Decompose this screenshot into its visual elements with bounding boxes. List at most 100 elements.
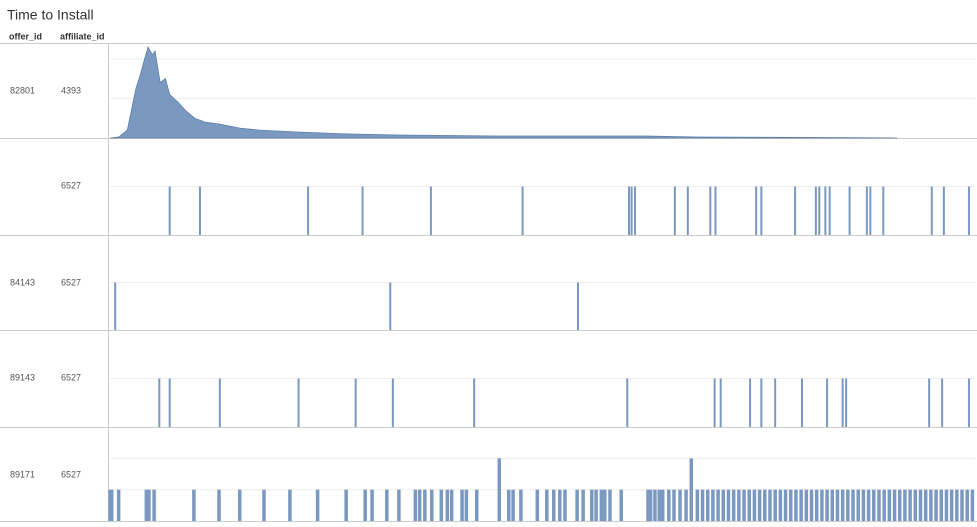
spike xyxy=(535,489,540,521)
spike xyxy=(116,489,121,521)
spike xyxy=(449,489,454,521)
spike xyxy=(413,489,418,521)
spike xyxy=(705,489,710,521)
spike xyxy=(689,458,694,521)
spike xyxy=(238,489,242,521)
header-offer: offer_id xyxy=(9,31,42,41)
spike xyxy=(460,489,464,521)
spike xyxy=(646,489,650,521)
spike xyxy=(856,489,860,521)
spike xyxy=(747,489,751,521)
spike xyxy=(430,489,434,521)
spike xyxy=(288,489,292,521)
spike xyxy=(970,489,975,521)
spike xyxy=(192,489,196,521)
spike xyxy=(840,489,845,521)
spike xyxy=(168,186,171,235)
spike xyxy=(370,489,374,521)
spike xyxy=(755,186,758,235)
spike xyxy=(391,378,394,427)
spike xyxy=(217,489,221,521)
spike xyxy=(818,186,821,235)
spike xyxy=(307,186,310,235)
spike xyxy=(882,489,886,521)
spike xyxy=(475,489,479,521)
spike xyxy=(967,378,970,427)
spike xyxy=(955,489,959,521)
spike xyxy=(673,186,676,235)
spike xyxy=(709,186,712,235)
spike xyxy=(960,489,964,521)
spike xyxy=(965,489,969,521)
spike xyxy=(731,489,736,521)
spike xyxy=(168,378,171,427)
spike xyxy=(763,489,767,521)
spike xyxy=(820,489,824,521)
spike xyxy=(869,186,872,235)
spike xyxy=(686,186,689,235)
spike xyxy=(660,489,665,521)
affiliate-id: 4393 xyxy=(61,85,81,95)
spike xyxy=(941,378,944,427)
spike xyxy=(942,186,945,235)
spike xyxy=(218,378,221,427)
spike xyxy=(558,489,562,521)
spike xyxy=(423,489,427,521)
spike xyxy=(576,282,579,330)
spike xyxy=(445,489,450,521)
spike xyxy=(581,489,585,521)
spike xyxy=(841,378,844,427)
spike xyxy=(719,378,722,427)
spike xyxy=(721,489,726,521)
spike xyxy=(944,489,949,521)
spike xyxy=(619,489,623,521)
spike xyxy=(363,489,367,521)
spike xyxy=(354,378,357,427)
offer-id: 84143 xyxy=(10,277,35,287)
spike xyxy=(752,489,757,521)
spike xyxy=(934,489,938,521)
spike xyxy=(967,186,970,235)
spike xyxy=(949,489,954,521)
spike xyxy=(929,489,933,521)
spike xyxy=(918,489,923,521)
spike xyxy=(109,489,114,521)
spike xyxy=(824,186,827,235)
spike xyxy=(575,489,579,521)
spike xyxy=(939,489,944,521)
spike xyxy=(315,489,320,521)
spike xyxy=(700,489,705,521)
spike xyxy=(507,489,511,521)
spike xyxy=(768,489,772,521)
spike xyxy=(913,489,918,521)
spike xyxy=(804,489,809,521)
spike xyxy=(865,186,868,235)
spike xyxy=(628,186,630,235)
spike xyxy=(814,489,819,521)
spike xyxy=(794,489,798,521)
spike xyxy=(114,282,117,330)
spike xyxy=(848,186,851,235)
spike xyxy=(830,489,835,521)
spike xyxy=(794,186,797,235)
spike xyxy=(757,489,762,521)
spike xyxy=(774,378,777,427)
spike xyxy=(726,489,731,521)
spike xyxy=(417,489,422,521)
spike xyxy=(653,489,657,521)
spike xyxy=(851,489,855,521)
spike xyxy=(563,489,567,521)
spike xyxy=(648,489,653,521)
offer-id: 82801 xyxy=(10,85,35,95)
spike xyxy=(297,378,300,427)
spike xyxy=(814,186,817,235)
spike xyxy=(389,282,392,330)
spike xyxy=(429,186,432,235)
spike xyxy=(773,489,777,521)
spike xyxy=(923,489,928,521)
spike xyxy=(657,489,662,521)
spike xyxy=(737,489,741,521)
spike xyxy=(144,489,149,521)
spike xyxy=(887,489,892,521)
